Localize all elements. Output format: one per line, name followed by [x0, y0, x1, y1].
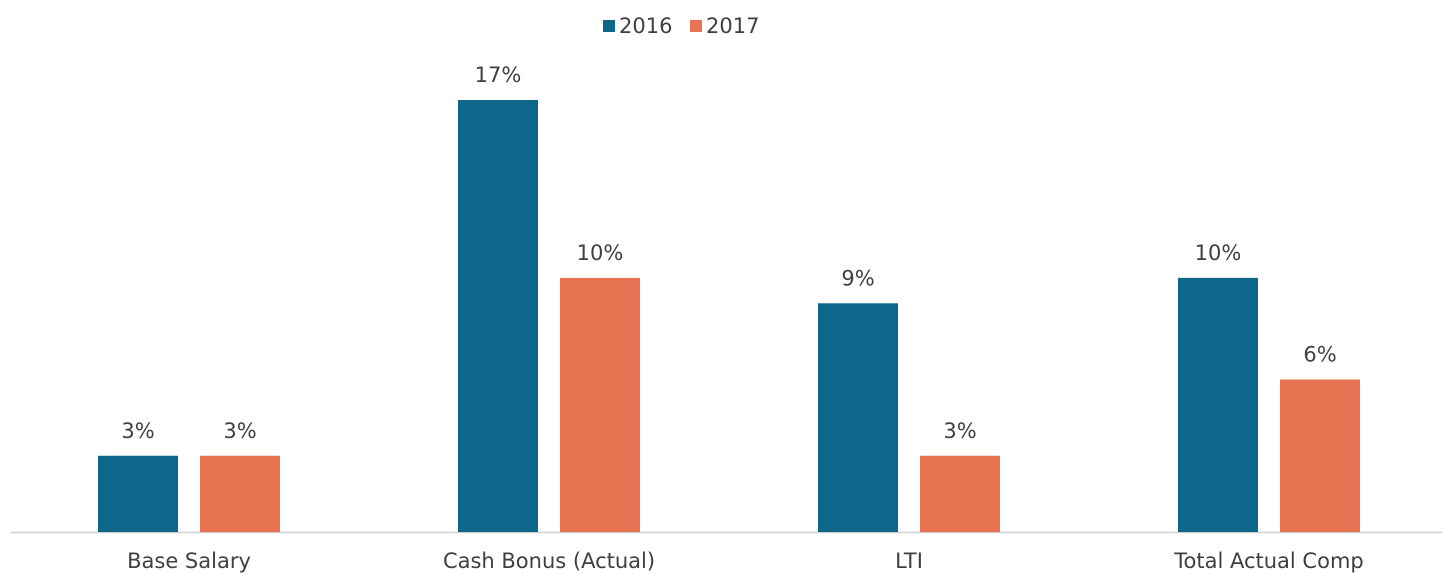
x-tick-label: LTI — [895, 549, 923, 573]
bar — [920, 455, 1000, 532]
data-label: 10% — [1195, 241, 1242, 265]
bar — [98, 455, 178, 532]
data-label: 6% — [1303, 343, 1336, 367]
bar — [458, 100, 538, 532]
legend-swatch — [690, 20, 702, 32]
bar — [818, 303, 898, 532]
data-label: 17% — [475, 63, 522, 87]
x-tick-label: Base Salary — [127, 549, 251, 573]
bar — [200, 455, 280, 532]
data-label: 3% — [121, 419, 154, 443]
x-tick-label: Cash Bonus (Actual) — [443, 549, 655, 573]
bar — [1178, 277, 1258, 532]
data-label: 10% — [577, 241, 624, 265]
data-label: 3% — [943, 419, 976, 443]
legend-swatch — [603, 20, 615, 32]
bar — [560, 277, 640, 532]
legend-label: 2016 — [619, 14, 672, 38]
bar — [1280, 379, 1360, 532]
x-tick-label: Total Actual Comp — [1173, 549, 1363, 573]
legend-label: 2017 — [706, 14, 759, 38]
data-label: 3% — [223, 419, 256, 443]
data-label: 9% — [841, 266, 874, 290]
